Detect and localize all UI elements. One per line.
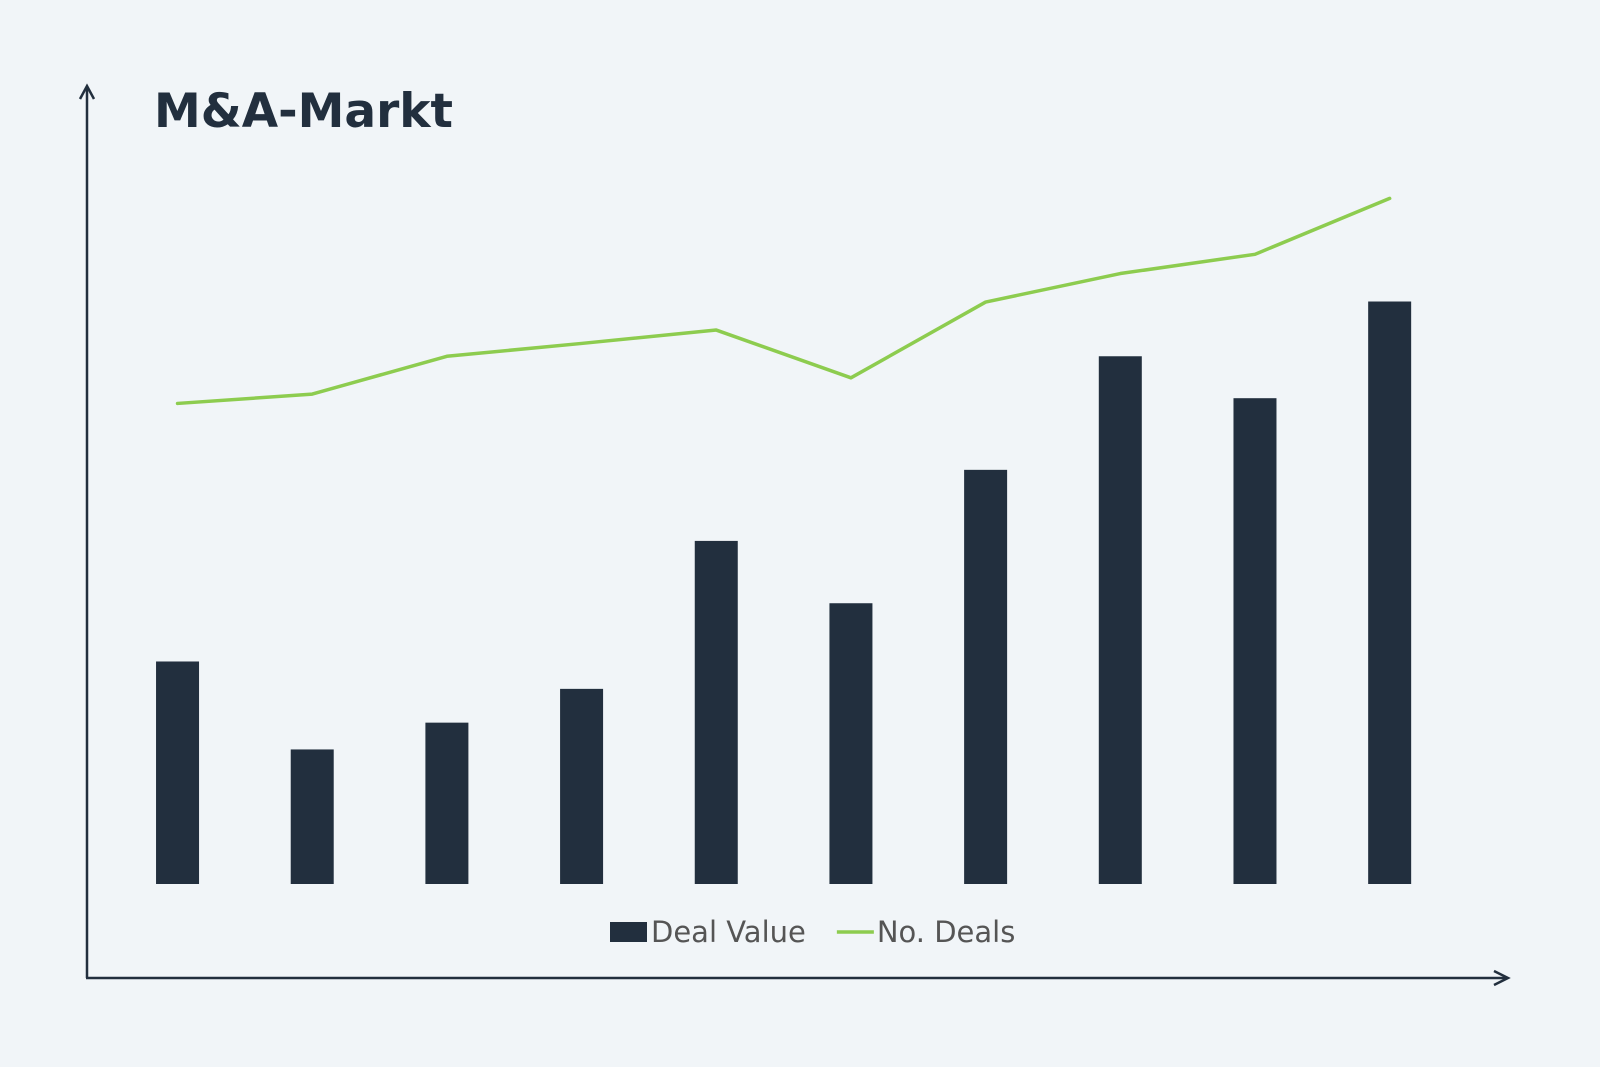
legend-swatch xyxy=(610,922,647,942)
bar xyxy=(829,603,873,884)
y-axis-arrow xyxy=(78,83,96,100)
bar xyxy=(694,540,738,884)
bar xyxy=(156,661,200,884)
bar xyxy=(560,688,604,884)
bar xyxy=(290,749,334,884)
bar xyxy=(1233,398,1277,884)
x-axis-arrow xyxy=(1493,969,1511,987)
bar xyxy=(1098,356,1142,884)
line xyxy=(175,196,1392,406)
legend: Deal Value No. Deals xyxy=(610,915,1015,949)
legend-label: No. Deals xyxy=(877,915,1015,949)
legend-label: Deal Value xyxy=(651,915,806,949)
chart-title: M&A-Markt xyxy=(154,84,453,139)
bar xyxy=(1368,301,1412,884)
bar xyxy=(425,722,469,884)
bar xyxy=(964,469,1008,884)
